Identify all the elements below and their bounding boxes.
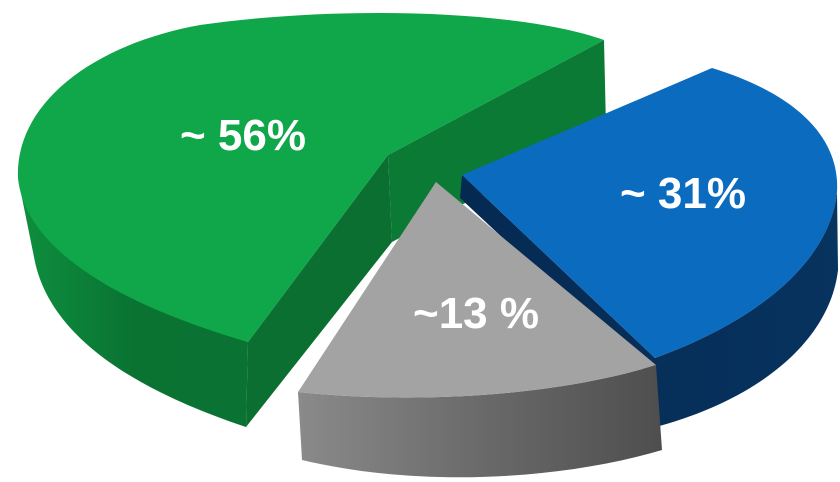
slice-green-top	[17, 12, 604, 342]
slice-blue	[460, 68, 838, 428]
slice-blue-side	[460, 175, 838, 428]
slice-green	[17, 12, 606, 427]
slice-gray-top	[298, 182, 656, 398]
slice-gray-side	[298, 365, 662, 478]
slice-green-side	[18, 178, 248, 427]
slice-blue-top	[462, 68, 838, 358]
label-green: ~ 56%	[180, 111, 306, 160]
label-gray: ~13 %	[413, 289, 539, 338]
slice-green-cut-inner	[246, 155, 392, 427]
slice-gray	[298, 182, 662, 478]
label-blue: ~ 31%	[620, 169, 746, 218]
